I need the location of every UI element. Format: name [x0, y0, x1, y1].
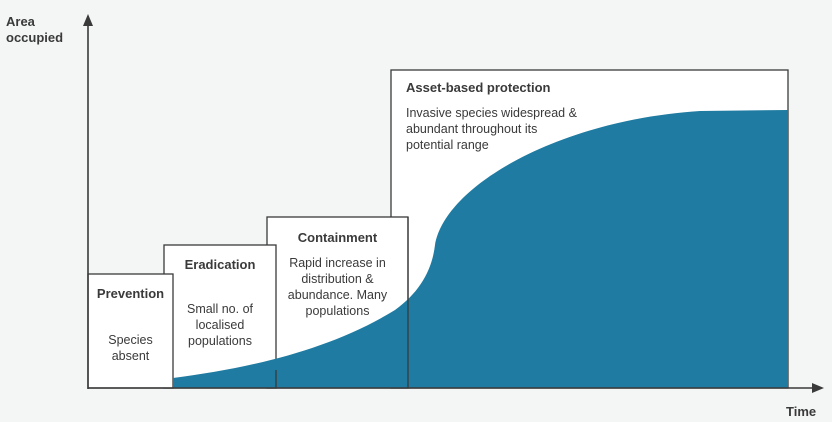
y-axis-label: Area occupied	[6, 14, 63, 46]
stage-desc-line: Small no. of	[186, 302, 253, 316]
stage-desc-line: distribution &	[301, 272, 374, 286]
stage-desc-line: Invasive species widespread &	[406, 106, 577, 120]
stage-title-prevention: Prevention	[96, 286, 165, 301]
stage-title-asset-based-protection: Asset-based protection	[406, 80, 551, 95]
y-axis-arrow-icon	[83, 14, 93, 26]
stage-desc-containment: Rapid increase in distribution & abundan…	[267, 255, 408, 319]
stage-desc-line: populations	[305, 304, 370, 318]
stage-desc-line: absent	[111, 349, 150, 363]
stage-title-eradication: Eradication	[184, 257, 256, 272]
stage-desc-line: potential range	[406, 138, 489, 152]
y-axis-label-line2: occupied	[6, 29, 64, 45]
stage-desc-line: localised	[195, 318, 245, 332]
stage-box-prevention	[87, 273, 174, 389]
stage-desc-line: abundant throughout its	[406, 122, 538, 136]
x-axis-label: Time	[786, 404, 817, 419]
stage-desc-line: Species	[108, 333, 153, 347]
y-axis-label-line1: Area	[6, 14, 35, 29]
stage-desc-line: abundance. Many	[287, 288, 388, 302]
stage-desc-asset-based-protection: Invasive species widespread & abundant t…	[406, 105, 577, 153]
stage-desc-line: Rapid increase in	[289, 256, 386, 270]
x-axis-arrow-icon	[812, 383, 824, 393]
stage-desc-eradication: Small no. of localised populations	[164, 301, 276, 349]
stage-desc-prevention: Species absent	[88, 332, 173, 364]
stage-desc-line: populations	[188, 334, 252, 348]
stage-title-containment: Containment	[297, 230, 378, 245]
invasion-curve-area	[173, 110, 788, 388]
